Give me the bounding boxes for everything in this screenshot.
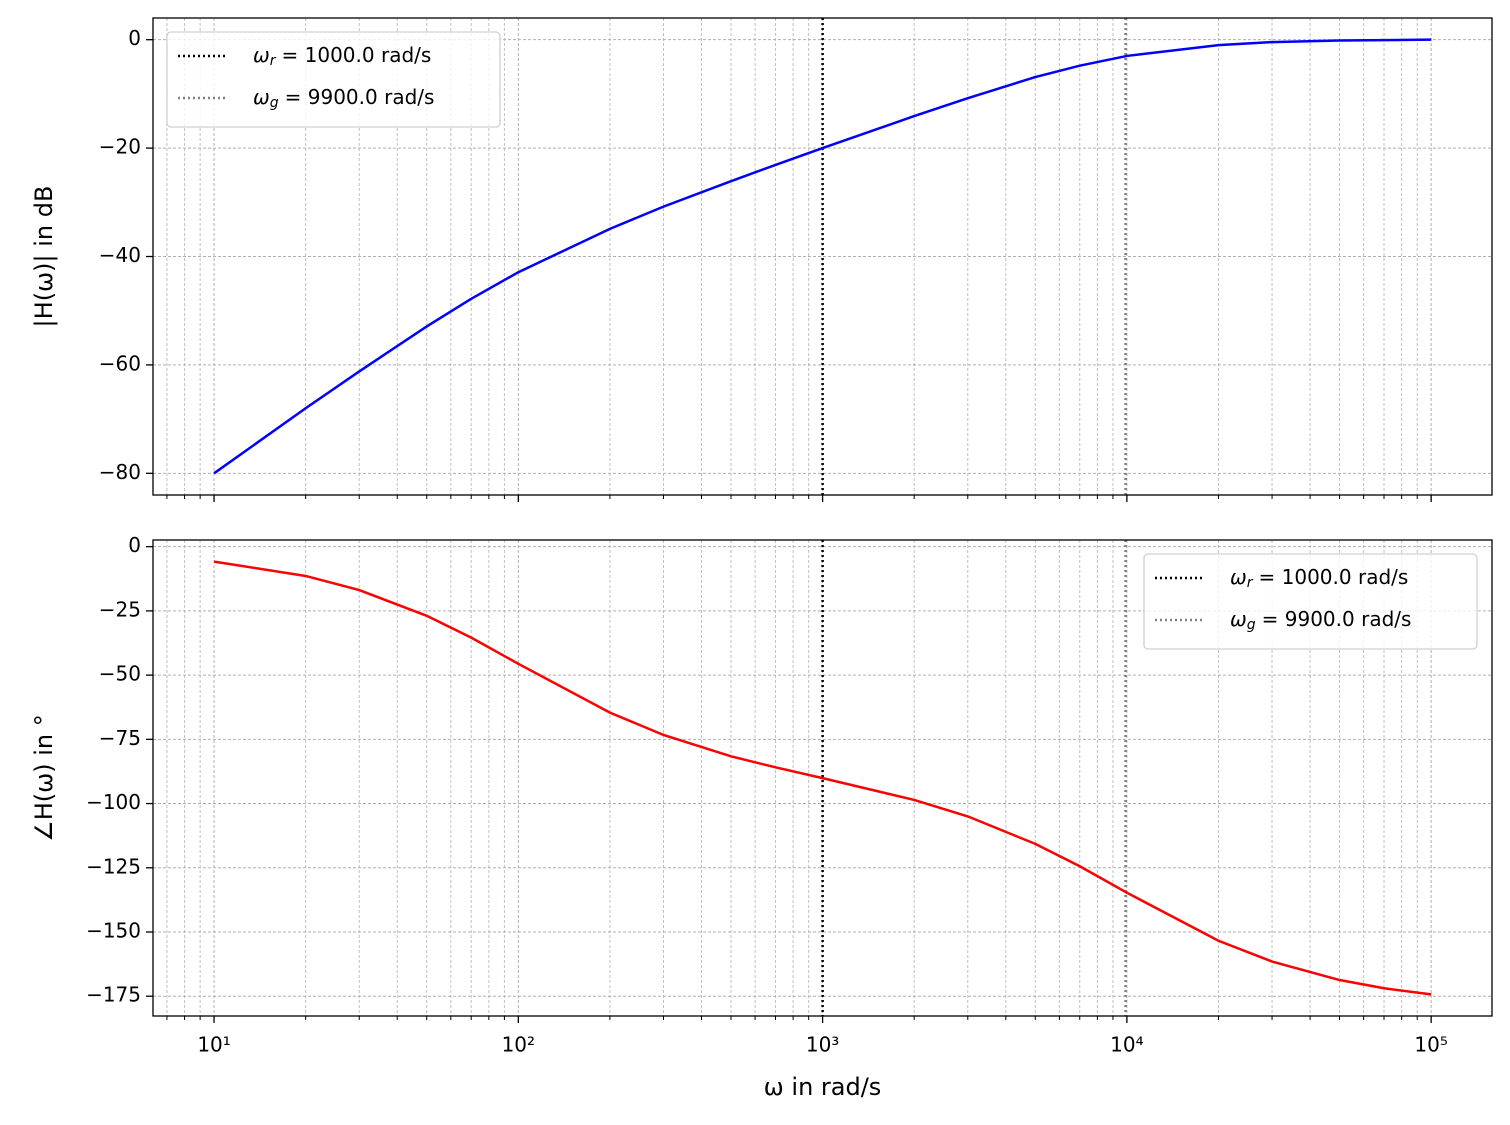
- y-axis-label: ∠H(ω) in °: [30, 714, 58, 842]
- x-tick-label: 10⁴: [1110, 1033, 1143, 1057]
- x-tick-label: 10⁵: [1414, 1033, 1447, 1057]
- legend-text: = 9900.0 rad/s: [285, 85, 435, 109]
- legend-label: ωg = 9900.0 rad/s: [253, 85, 434, 112]
- x-tick-label: 10²: [502, 1033, 535, 1057]
- x-tick-label: 10³: [806, 1033, 839, 1057]
- y-tick-label: 0: [128, 26, 141, 50]
- y-tick-label: −125: [86, 854, 141, 878]
- y-tick-label: −175: [86, 983, 141, 1007]
- legend-symbol: ω: [1230, 607, 1247, 631]
- legend-symbol: ω: [253, 43, 270, 67]
- y-tick-label: −60: [99, 351, 141, 375]
- legend-label: ωg = 9900.0 rad/s: [1230, 607, 1411, 634]
- x-axis-label: ω in rad/s: [764, 1073, 882, 1101]
- legend-box: [166, 31, 501, 128]
- legend-subscript: g: [270, 95, 279, 111]
- y-axis-label: |H(ω)| in dB: [30, 186, 58, 328]
- legend-text: = 1000.0 rad/s: [1259, 565, 1409, 589]
- legend-text: = 9900.0 rad/s: [1262, 607, 1412, 631]
- y-tick-label: −80: [99, 460, 141, 484]
- legend-symbol: ω: [1230, 565, 1247, 589]
- axes-frame: [152, 17, 1493, 496]
- axes-frame: [152, 539, 1493, 1017]
- legend-label: ωr = 1000.0 rad/s: [1230, 565, 1408, 592]
- y-tick-label: −25: [99, 597, 141, 621]
- y-tick-label: 0: [128, 533, 141, 557]
- y-tick-label: −100: [86, 790, 141, 814]
- legend-subscript: r: [1247, 575, 1254, 591]
- y-tick-label: −20: [99, 135, 141, 159]
- legend-text: = 1000.0 rad/s: [282, 43, 432, 67]
- y-tick-label: −50: [99, 662, 141, 686]
- legend-label: ωr = 1000.0 rad/s: [253, 43, 431, 70]
- legend-box: [1143, 553, 1478, 650]
- x-tick-label: 10¹: [197, 1033, 230, 1057]
- axes: 10¹ 10² 10³ 10⁴ 10⁵ 0 −25 −50 −75 −100 −125 −150 −17…: [30, 533, 1493, 1101]
- data-line: [213, 560, 1432, 996]
- data-line: [213, 38, 1432, 475]
- y-tick-label: −150: [86, 919, 141, 943]
- y-tick-label: −75: [99, 726, 141, 750]
- legend-symbol: ω: [253, 85, 270, 109]
- y-tick-label: −40: [99, 243, 141, 267]
- legend-subscript: r: [270, 53, 277, 69]
- legend-subscript: g: [1247, 617, 1256, 633]
